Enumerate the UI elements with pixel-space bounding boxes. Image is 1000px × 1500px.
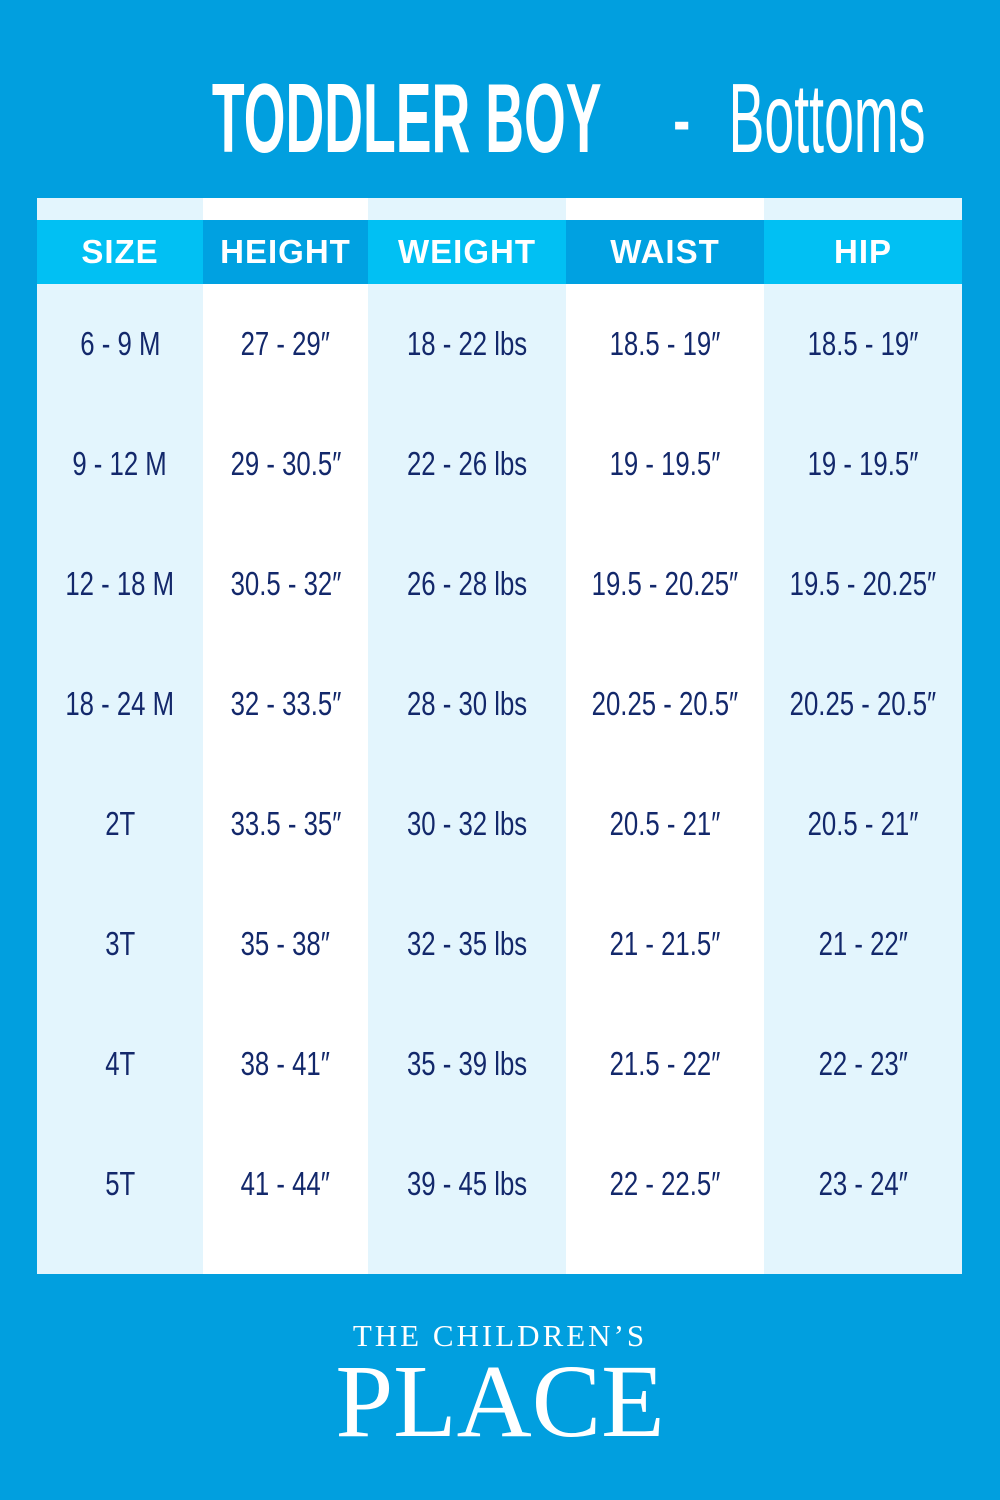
cell-text: 18 - 22 lbs [406, 325, 528, 362]
cell-text: 32 - 35 lbs [406, 925, 528, 962]
cell-text: 22 - 22.5″ [609, 1165, 721, 1202]
table-cell: 26 - 28 lbs [368, 524, 566, 644]
table-cell: 29 - 30.5″ [203, 404, 368, 524]
cell-text: 27 - 29″ [240, 325, 331, 362]
table-cell: 19.5 - 20.25″ [566, 524, 764, 644]
cell-text: 32 - 33.5″ [230, 685, 341, 722]
table-cell: 2T [37, 764, 203, 884]
cell-text: 12 - 18 M [65, 565, 175, 602]
table-cell: 21.5 - 22″ [566, 1004, 764, 1124]
cell-text: 33.5 - 35″ [230, 805, 341, 842]
cell-text: 20.5 - 21″ [609, 805, 721, 842]
table-cell: 5T [37, 1124, 203, 1244]
cell-text: 21.5 - 22″ [609, 1045, 721, 1082]
table-cell: 38 - 41″ [203, 1004, 368, 1124]
column-size: SIZE 6 - 9 M 9 - 12 M 12 - 18 M 18 - 24 M 2T 3… [37, 198, 203, 1274]
brand-logo-line2: PLACE [335, 1344, 665, 1459]
table-cell: 30.5 - 32″ [203, 524, 368, 644]
cell-text: 29 - 30.5″ [230, 445, 341, 482]
table-cell: 35 - 39 lbs [368, 1004, 566, 1124]
table-cell: 12 - 18 M [37, 524, 203, 644]
table-cell: 18.5 - 19″ [764, 284, 962, 404]
size-chart-table: SIZE 6 - 9 M 9 - 12 M 12 - 18 M 18 - 24 M 2T 3… [37, 198, 962, 1274]
cell-text: 28 - 30 lbs [406, 685, 528, 722]
column-height: HEIGHT 27 - 29″ 29 - 30.5″ 30.5 - 32″ 32 - 3… [203, 198, 368, 1274]
cell-text: 18.5 - 19″ [609, 325, 721, 362]
cell-text: 26 - 28 lbs [406, 565, 528, 602]
cell-text: 35 - 39 lbs [406, 1045, 528, 1082]
table-cell: 18.5 - 19″ [566, 284, 764, 404]
cell-text: 22 - 26 lbs [406, 445, 528, 482]
table-cell: 19 - 19.5″ [764, 404, 962, 524]
column-waist: WAIST 18.5 - 19″ 19 - 19.5″ 19.5 - 20.25″ 20… [566, 198, 764, 1274]
table-cell: 19 - 19.5″ [566, 404, 764, 524]
cell-text: 19.5 - 20.25″ [789, 565, 937, 602]
cell-text: 30.5 - 32″ [230, 565, 341, 602]
cell-text: 21 - 22″ [818, 925, 908, 962]
title-sub: Bottoms [728, 63, 926, 173]
table-cell: 18 - 24 M [37, 644, 203, 764]
cell-text: 4T [104, 1045, 136, 1082]
table-cell: 20.25 - 20.5″ [764, 644, 962, 764]
table-cell: 39 - 45 lbs [368, 1124, 566, 1244]
column-header: SIZE [37, 220, 203, 284]
table-cell: 20.25 - 20.5″ [566, 644, 764, 764]
title-separator: - [673, 63, 691, 173]
cell-text: 19.5 - 20.25″ [591, 565, 739, 602]
cell-text: 23 - 24″ [818, 1165, 908, 1202]
cell-text: 21 - 21.5″ [609, 925, 721, 962]
column-header: HIP [764, 220, 962, 284]
table-cell: 23 - 24″ [764, 1124, 962, 1244]
table-cell: 41 - 44″ [203, 1124, 368, 1244]
cell-text: 18.5 - 19″ [807, 325, 919, 362]
cell-text: 18 - 24 M [65, 685, 175, 722]
cell-text: 30 - 32 lbs [406, 805, 528, 842]
column-header: HEIGHT [203, 220, 368, 284]
table-cell: 22 - 22.5″ [566, 1124, 764, 1244]
cell-text: 6 - 9 M [79, 325, 161, 362]
cell-text: 39 - 45 lbs [406, 1165, 528, 1202]
column-header: WEIGHT [368, 220, 566, 284]
title-main: TODDLER BOY [211, 63, 602, 173]
table-cell: 21 - 21.5″ [566, 884, 764, 1004]
table-cell: 22 - 23″ [764, 1004, 962, 1124]
table-cell: 30 - 32 lbs [368, 764, 566, 884]
table-cell: 18 - 22 lbs [368, 284, 566, 404]
cell-text: 41 - 44″ [240, 1165, 331, 1202]
cell-text: 9 - 12 M [72, 445, 168, 482]
cell-text: 19 - 19.5″ [807, 445, 919, 482]
cell-text: 20.25 - 20.5″ [789, 685, 937, 722]
table-cell: 20.5 - 21″ [566, 764, 764, 884]
cell-text: 19 - 19.5″ [609, 445, 721, 482]
table-cell: 32 - 35 lbs [368, 884, 566, 1004]
column-weight: WEIGHT 18 - 22 lbs 22 - 26 lbs 26 - 28 lbs 2… [368, 198, 566, 1274]
column-hip: HIP 18.5 - 19″ 19 - 19.5″ 19.5 - 20.25″ 20.2… [764, 198, 962, 1274]
table-cell: 28 - 30 lbs [368, 644, 566, 764]
table-cell: 4T [37, 1004, 203, 1124]
cell-text: 3T [104, 925, 136, 962]
cell-text: 2T [104, 805, 136, 842]
table-cell: 9 - 12 M [37, 404, 203, 524]
page-title: TODDLER BOY - Bottoms [0, 62, 1000, 175]
column-header: WAIST [566, 220, 764, 284]
table-cell: 22 - 26 lbs [368, 404, 566, 524]
table-cell: 19.5 - 20.25″ [764, 524, 962, 644]
table-cell: 20.5 - 21″ [764, 764, 962, 884]
table-cell: 32 - 33.5″ [203, 644, 368, 764]
table-cell: 3T [37, 884, 203, 1004]
brand-logo-line1: THE CHILDREN’S [352, 1318, 648, 1353]
cell-text: 35 - 38″ [240, 925, 331, 962]
cell-text: 20.5 - 21″ [807, 805, 919, 842]
table-cell: 21 - 22″ [764, 884, 962, 1004]
table-cell: 35 - 38″ [203, 884, 368, 1004]
table-cell: 27 - 29″ [203, 284, 368, 404]
table-cell: 33.5 - 35″ [203, 764, 368, 884]
cell-text: 38 - 41″ [240, 1045, 331, 1082]
cell-text: 5T [104, 1165, 136, 1202]
cell-text: 20.25 - 20.5″ [591, 685, 739, 722]
table-cell: 6 - 9 M [37, 284, 203, 404]
cell-text: 22 - 23″ [818, 1045, 908, 1082]
